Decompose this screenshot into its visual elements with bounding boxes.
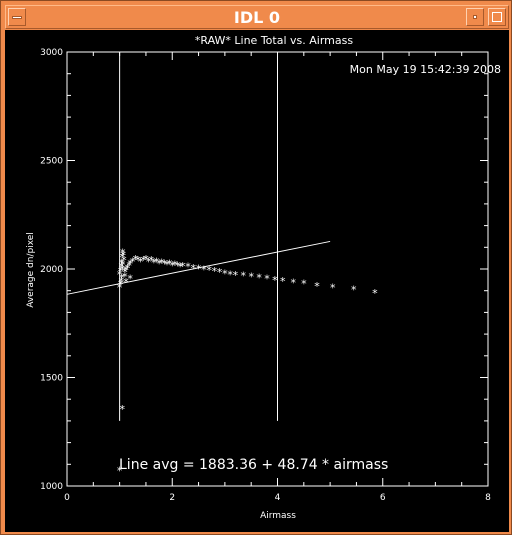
data-point: * (151, 256, 157, 269)
data-point: * (125, 262, 131, 275)
data-point: * (146, 255, 152, 268)
y-tick-label: 1000 (40, 482, 63, 492)
x-tick-label: 4 (275, 493, 281, 503)
data-point: * (118, 278, 124, 291)
y-tick-label: 2500 (40, 157, 63, 167)
data-point: * (120, 259, 126, 272)
data-point: * (177, 261, 183, 274)
x-tick-label: 0 (64, 493, 70, 503)
x-tick-label: 8 (485, 493, 491, 503)
data-point: * (118, 261, 124, 274)
x-tick-label: 6 (380, 493, 386, 503)
data-point: * (159, 256, 165, 269)
data-point: * (141, 254, 147, 267)
data-point: * (123, 264, 129, 277)
maximize-button[interactable] (488, 8, 506, 26)
data-point: * (122, 266, 128, 279)
x-tick-label: 2 (169, 493, 175, 503)
data-point: * (164, 259, 170, 272)
data-point: * (372, 287, 378, 300)
data-point: * (175, 260, 181, 273)
menu-icon (12, 16, 22, 19)
data-point: * (217, 266, 223, 279)
data-point: * (156, 257, 162, 270)
data-point: * (117, 281, 123, 294)
data-point: * (191, 262, 197, 275)
data-point: * (130, 255, 136, 268)
data-point: * (280, 275, 286, 288)
y-tick-label: 1500 (40, 374, 63, 384)
data-point: * (121, 254, 127, 267)
data-point: * (212, 265, 218, 278)
title-bar[interactable]: IDL 0 (5, 5, 509, 29)
data-point: * (172, 259, 178, 272)
data-point: * (167, 257, 173, 270)
data-point: * (206, 264, 212, 277)
timestamp-label: Mon May 19 15:42:39 2008 (350, 63, 501, 76)
maximize-icon (492, 12, 502, 22)
y-axis-label: Average dn/pixel (26, 232, 36, 308)
data-point: * (154, 255, 160, 268)
data-point: * (120, 251, 126, 264)
data-point: * (248, 271, 254, 284)
data-point: * (148, 254, 154, 267)
fit-line (66, 240, 331, 295)
data-point: * (120, 403, 126, 416)
data-point: * (162, 257, 168, 270)
data-point: * (291, 276, 297, 289)
data-point: * (135, 254, 141, 267)
window-menu-button[interactable] (8, 8, 26, 26)
data-point: * (126, 260, 132, 273)
data-point: * (127, 273, 133, 286)
scatter-plot: *RAW* Line Total vs. Airmass Mon May 19 … (26, 34, 501, 521)
data-point: * (120, 247, 126, 260)
data-point: * (227, 268, 233, 281)
data-point: * (180, 260, 186, 273)
data-point: * (351, 284, 357, 297)
data-point: * (121, 249, 127, 262)
data-point: * (256, 272, 262, 285)
data-point: * (120, 263, 126, 276)
data-point: * (241, 269, 247, 282)
data-point: * (118, 275, 124, 288)
data-point: * (330, 281, 336, 294)
chart-title: *RAW* Line Total vs. Airmass (195, 34, 353, 47)
data-point: * (264, 273, 270, 286)
data-point: * (301, 278, 307, 291)
data-point: * (185, 261, 191, 274)
y-tick-label: 2000 (40, 265, 63, 275)
data-point: * (196, 262, 202, 275)
data-point: * (222, 267, 228, 280)
data-point: * (272, 274, 278, 287)
fit-equation-label: Line avg = 1883.36 + 48.74 * airmass (119, 457, 388, 473)
data-point: * (201, 263, 207, 276)
data-point: * (170, 260, 176, 273)
data-point: * (122, 271, 128, 284)
minimize-button[interactable] (466, 8, 484, 26)
minimize-icon (473, 15, 477, 19)
data-point: * (233, 269, 239, 282)
window-title: IDL 0 (233, 8, 281, 27)
data-point: * (119, 256, 125, 269)
data-point: * (118, 265, 124, 278)
data-point: * (119, 272, 125, 285)
data-point: * (123, 276, 129, 289)
data-point: * (314, 280, 320, 293)
x-axis-label: Airmass (260, 511, 296, 521)
y-tick-label: 3000 (40, 48, 63, 58)
data-point: * (127, 257, 133, 270)
plot-canvas: *RAW* Line Total vs. Airmass Mon May 19 … (5, 30, 509, 532)
data-point: * (133, 253, 139, 266)
data-point: * (117, 465, 123, 478)
data-point: * (138, 255, 144, 268)
data-point: * (143, 253, 149, 266)
data-point: * (117, 268, 123, 281)
